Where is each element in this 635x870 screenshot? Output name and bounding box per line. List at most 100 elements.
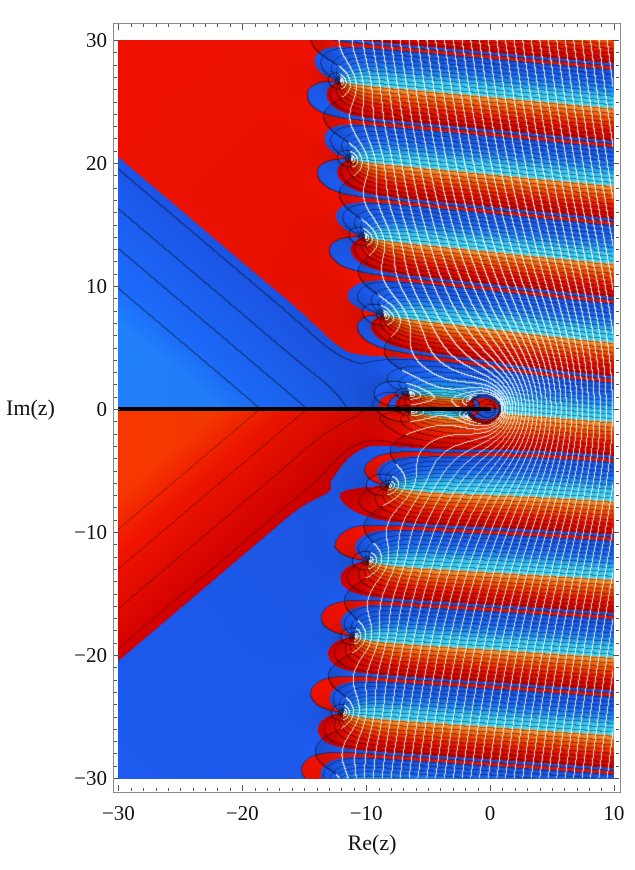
tick-mark	[527, 788, 528, 791]
tick-mark	[114, 507, 117, 508]
tick-mark	[114, 286, 120, 287]
tick-mark	[180, 24, 181, 27]
tick-mark	[354, 788, 355, 791]
tick-mark	[616, 507, 619, 508]
tick-mark	[515, 788, 516, 791]
tick-mark	[143, 24, 144, 27]
tick-mark	[616, 569, 619, 570]
tick-mark	[292, 24, 293, 27]
tick-mark	[616, 680, 619, 681]
tick-mark	[114, 594, 117, 595]
tick-mark	[616, 65, 619, 66]
tick-mark	[616, 212, 619, 213]
tick-mark	[601, 24, 602, 27]
tick-mark	[616, 126, 619, 127]
tick-mark	[279, 24, 280, 27]
y-tick-label: 20	[86, 151, 107, 175]
tick-mark	[114, 581, 117, 582]
tick-mark	[616, 360, 619, 361]
tick-mark	[616, 753, 619, 754]
tick-mark	[329, 788, 330, 791]
tick-mark	[118, 24, 119, 30]
tick-mark	[114, 89, 117, 90]
tick-mark	[552, 24, 553, 27]
tick-mark	[540, 788, 541, 791]
tick-mark	[428, 788, 429, 791]
tick-mark	[114, 335, 117, 336]
tick-mark	[614, 24, 615, 30]
tick-mark	[114, 52, 117, 53]
tick-mark	[205, 788, 206, 791]
tick-mark	[114, 692, 117, 693]
tick-mark	[114, 360, 117, 361]
tick-mark	[465, 788, 466, 791]
tick-mark	[616, 729, 619, 730]
tick-mark	[564, 788, 565, 791]
y-tick-label: 10	[86, 274, 107, 298]
tick-mark	[440, 788, 441, 791]
tick-mark	[114, 225, 117, 226]
tick-mark	[490, 24, 491, 30]
tick-mark	[527, 24, 528, 27]
tick-mark	[114, 163, 120, 164]
tick-mark	[616, 594, 619, 595]
tick-mark	[616, 138, 619, 139]
tick-mark	[616, 421, 619, 422]
x-tick-label: −10	[349, 801, 383, 825]
tick-mark	[114, 114, 117, 115]
tick-mark	[616, 581, 619, 582]
tick-mark	[131, 24, 132, 27]
tick-mark	[193, 788, 194, 791]
tick-mark	[502, 788, 503, 791]
tick-mark	[114, 77, 117, 78]
tick-mark	[114, 40, 120, 41]
y-tick-label: −30	[74, 766, 107, 790]
tick-mark	[616, 225, 619, 226]
tick-mark	[114, 151, 117, 152]
tick-mark	[114, 384, 117, 385]
tick-mark	[114, 483, 117, 484]
tick-mark	[114, 175, 117, 176]
tick-mark	[589, 788, 590, 791]
tick-mark	[317, 788, 318, 791]
tick-mark	[453, 788, 454, 791]
tick-mark	[114, 618, 117, 619]
tick-mark	[114, 495, 117, 496]
tick-mark	[114, 753, 117, 754]
tick-mark	[613, 286, 619, 287]
tick-mark	[114, 458, 117, 459]
tick-mark	[616, 335, 619, 336]
tick-mark	[540, 24, 541, 27]
tick-mark	[114, 446, 117, 447]
tick-mark	[613, 163, 619, 164]
tick-mark	[564, 24, 565, 27]
tick-mark	[114, 643, 117, 644]
tick-mark	[616, 397, 619, 398]
tick-mark	[428, 24, 429, 27]
tick-mark	[143, 788, 144, 791]
tick-mark	[614, 785, 615, 791]
tick-mark	[114, 557, 117, 558]
branch-cut-line	[118, 407, 491, 411]
tick-mark	[391, 788, 392, 791]
tick-mark	[616, 434, 619, 435]
tick-mark	[616, 89, 619, 90]
tick-mark	[114, 188, 117, 189]
x-tick-label: 0	[484, 801, 496, 825]
tick-mark	[616, 372, 619, 373]
tick-mark	[403, 24, 404, 27]
tick-mark	[616, 237, 619, 238]
tick-mark	[453, 24, 454, 27]
tick-mark	[379, 24, 380, 27]
tick-mark	[114, 520, 117, 521]
tick-mark	[577, 788, 578, 791]
tick-mark	[616, 102, 619, 103]
tick-mark	[114, 397, 117, 398]
tick-mark	[616, 483, 619, 484]
tick-mark	[114, 249, 117, 250]
tick-mark	[114, 532, 120, 533]
tick-mark	[114, 65, 117, 66]
tick-mark	[616, 520, 619, 521]
tick-mark	[613, 655, 619, 656]
tick-mark	[577, 24, 578, 27]
